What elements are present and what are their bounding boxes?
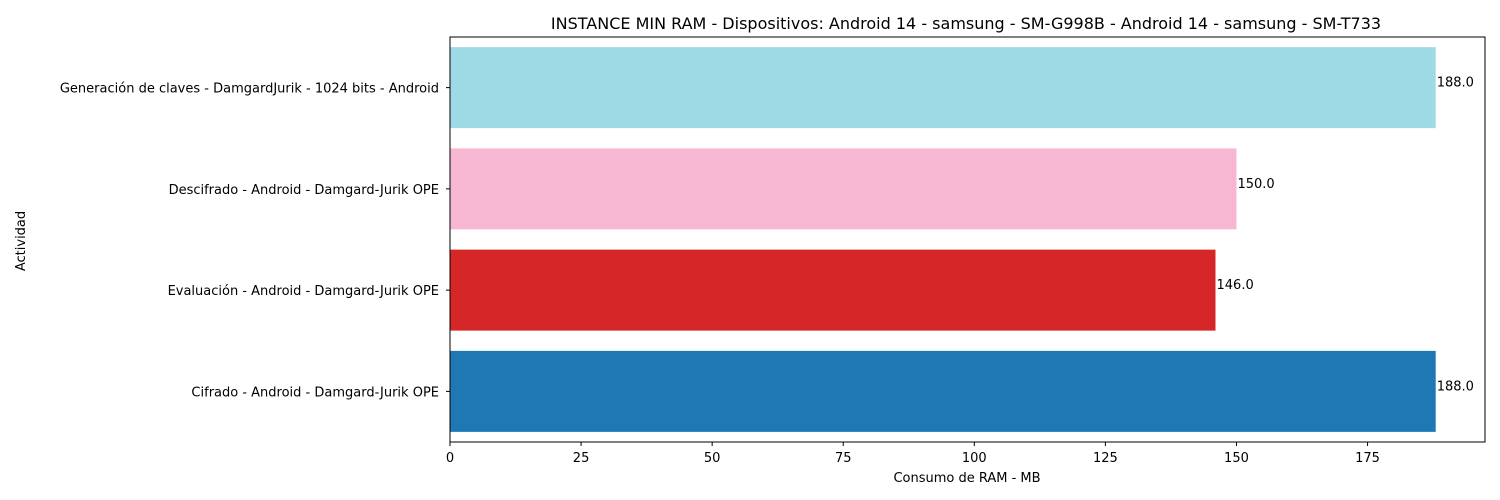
x-tick-label: 75 — [835, 451, 852, 466]
plot-frame — [449, 36, 1486, 443]
bar — [450, 350, 1436, 432]
data-label: 188.0 — [1437, 76, 1474, 91]
axes-layer: Cifrado - Android - Damgard-Jurik OPE Eva… — [60, 36, 1486, 466]
y-tick-label: Cifrado - Android - Damgard-Jurik OPE — [191, 385, 439, 400]
bar — [450, 47, 1436, 129]
x-tick-label: 0 — [446, 451, 454, 466]
y-tick-label: Descifrado - Android - Damgard-Jurik OPE — [169, 183, 439, 198]
x-tick-label: 50 — [704, 451, 721, 466]
y-axis-label: Actividad — [14, 211, 29, 271]
chart-title: INSTANCE MIN RAM - Dispositivos: Android… — [551, 14, 1381, 33]
bar — [450, 148, 1237, 230]
bar — [450, 249, 1216, 331]
data-label: 146.0 — [1217, 278, 1254, 293]
data-label: 188.0 — [1437, 379, 1474, 394]
x-tick-label: 150 — [1224, 451, 1249, 466]
y-tick-label: Generación de claves - DamgardJurik - 10… — [60, 82, 439, 97]
x-tick-label: 100 — [962, 451, 987, 466]
y-tick-label: Evaluación - Android - Damgard-Jurik OPE — [168, 284, 439, 299]
x-tick-label: 175 — [1355, 451, 1380, 466]
x-axis-label: Consumo de RAM - MB — [893, 471, 1040, 486]
data-label: 150.0 — [1237, 177, 1274, 192]
x-tick-label: 25 — [573, 451, 590, 466]
x-tick-label: 125 — [1093, 451, 1118, 466]
bars-layer: 188.0 146.0 150.0 188.0 — [450, 47, 1474, 432]
